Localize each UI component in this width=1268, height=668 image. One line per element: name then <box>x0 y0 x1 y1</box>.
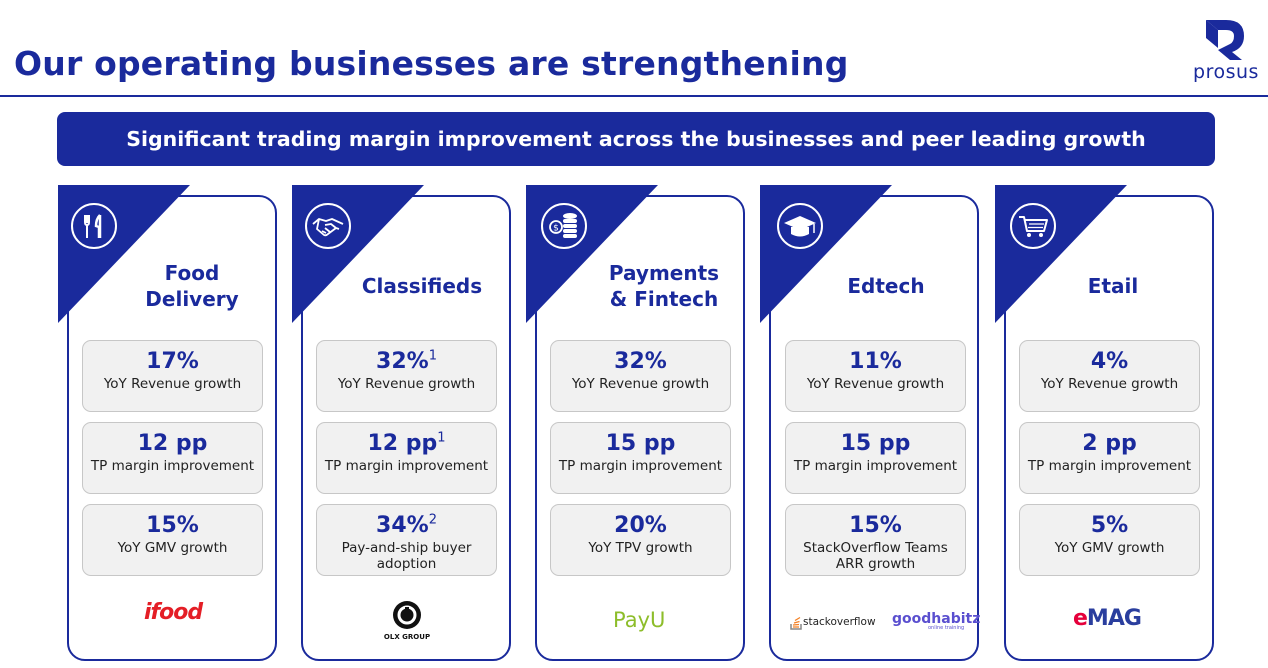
metric-box: 11% YoY Revenue growth <box>785 340 966 412</box>
metric-box: 20% YoY TPV growth <box>550 504 731 576</box>
card-title: Food Delivery <box>145 261 239 311</box>
payu-logo: PayU <box>613 608 666 632</box>
metric-value: 12 pp <box>137 431 208 456</box>
card-title: Edtech <box>847 274 925 298</box>
olx-group-label: OLX GROUP <box>383 633 431 641</box>
metric-value: 11% <box>849 349 902 374</box>
banner: Significant trading margin improvement a… <box>57 112 1215 166</box>
metric-label: TP margin improvement <box>558 458 723 474</box>
goodhabitz-logo: goodhabitz <box>892 611 981 627</box>
metric-label: YoY Revenue growth <box>571 376 710 392</box>
metric-box: 12 pp1 TP margin improvement <box>316 422 497 494</box>
metric-box: 32% YoY Revenue growth <box>550 340 731 412</box>
card-corner-banner <box>526 185 658 323</box>
emag-logo: eMAG <box>1073 606 1142 631</box>
metric-box: 34%2 Pay-and-ship buyer adoption <box>316 504 497 576</box>
metric-label: YoY Revenue growth <box>337 376 476 392</box>
metric-value: 5% <box>1090 513 1129 538</box>
ifood-logo: ifood <box>144 600 203 625</box>
metric-box: 17% YoY Revenue growth <box>82 340 263 412</box>
metric-box: 32%1 YoY Revenue growth <box>316 340 497 412</box>
metric-label: YoY Revenue growth <box>806 376 945 392</box>
metric-value: 32% <box>614 349 667 374</box>
page-title: Our operating businesses are strengtheni… <box>14 44 849 83</box>
shopping-cart-icon <box>1010 203 1056 249</box>
metric-label: Pay-and-ship buyer adoption <box>341 540 472 572</box>
handshake-icon <box>305 203 351 249</box>
metric-value: 2 pp <box>1082 431 1137 456</box>
metric-value: 20% <box>614 513 667 538</box>
metric-box: 15 pp TP margin improvement <box>550 422 731 494</box>
prosus-mark-icon <box>1206 20 1244 60</box>
graduation-cap-icon <box>777 203 823 249</box>
metric-box: 15 pp TP margin improvement <box>785 422 966 494</box>
emag-logo-text: eMAG <box>1073 606 1142 631</box>
metric-box: 15% YoY GMV growth <box>82 504 263 576</box>
metric-value: 15% <box>849 513 902 538</box>
metric-label: TP margin improvement <box>324 458 489 474</box>
metric-label: YoY GMV growth <box>1054 540 1165 556</box>
card-corner-banner <box>292 185 424 323</box>
metric-value: 15 pp <box>605 431 676 456</box>
metric-box: 15% StackOverflow Teams ARR growth <box>785 504 966 576</box>
metric-label: TP margin improvement <box>793 458 958 474</box>
metric-label: YoY Revenue growth <box>103 376 242 392</box>
metric-value: 15% <box>146 513 199 538</box>
metric-label: StackOverflow Teams ARR growth <box>803 540 948 572</box>
card-corner-banner <box>58 185 190 323</box>
logo-wordmark: prosus <box>1193 61 1259 83</box>
coins-icon: $ <box>541 203 587 249</box>
stackoverflow-icon <box>790 616 802 630</box>
fork-knife-icon <box>71 203 117 249</box>
metric-label: TP margin improvement <box>90 458 255 474</box>
metric-label: YoY TPV growth <box>588 540 693 556</box>
prosus-logo: prosus <box>1188 18 1264 84</box>
metric-value: 15 pp <box>840 431 911 456</box>
card-title: Payments & Fintech <box>608 261 720 311</box>
metric-box: 12 pp TP margin improvement <box>82 422 263 494</box>
stackoverflow-logo: stackoverflow <box>803 616 876 628</box>
metric-value: 4% <box>1090 349 1129 374</box>
metric-box: 4% YoY Revenue growth <box>1019 340 1200 412</box>
metric-label: TP margin improvement <box>1027 458 1192 474</box>
goodhabitz-tagline: online training <box>928 625 965 631</box>
metric-value: 17% <box>146 349 199 374</box>
olx-group-mark-icon <box>393 601 421 629</box>
metric-value: 32%1 <box>376 348 437 374</box>
metric-value: 12 pp1 <box>367 430 446 456</box>
metric-box: 2 pp TP margin improvement <box>1019 422 1200 494</box>
metric-label: YoY GMV growth <box>117 540 228 556</box>
card-title: Etail <box>1087 274 1139 298</box>
title-divider <box>0 95 1268 97</box>
card-title: Classifieds <box>361 274 483 298</box>
metric-label: YoY Revenue growth <box>1040 376 1179 392</box>
svg-text:$: $ <box>553 224 559 234</box>
metric-value: 34%2 <box>376 512 437 538</box>
metric-box: 5% YoY GMV growth <box>1019 504 1200 576</box>
